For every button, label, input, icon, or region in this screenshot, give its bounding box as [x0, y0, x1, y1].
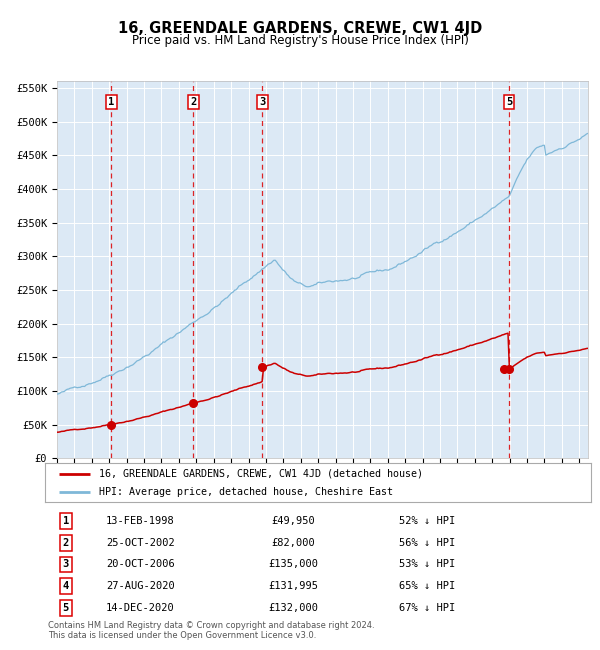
Text: Contains HM Land Registry data © Crown copyright and database right 2024.: Contains HM Land Registry data © Crown c… — [48, 621, 374, 630]
Text: 3: 3 — [259, 97, 266, 107]
Text: 53% ↓ HPI: 53% ↓ HPI — [399, 560, 455, 569]
Text: 1: 1 — [108, 97, 115, 107]
Text: 20-OCT-2006: 20-OCT-2006 — [106, 560, 175, 569]
Text: 56% ↓ HPI: 56% ↓ HPI — [399, 538, 455, 548]
Text: £131,995: £131,995 — [268, 581, 319, 591]
Text: HPI: Average price, detached house, Cheshire East: HPI: Average price, detached house, Ches… — [98, 487, 392, 497]
Text: 16, GREENDALE GARDENS, CREWE, CW1 4JD (detached house): 16, GREENDALE GARDENS, CREWE, CW1 4JD (d… — [98, 469, 422, 478]
Text: 14-DEC-2020: 14-DEC-2020 — [106, 603, 175, 613]
Text: 1: 1 — [62, 516, 69, 526]
Text: 4: 4 — [62, 581, 69, 591]
Text: 65% ↓ HPI: 65% ↓ HPI — [399, 581, 455, 591]
Text: 5: 5 — [506, 97, 512, 107]
Text: Price paid vs. HM Land Registry's House Price Index (HPI): Price paid vs. HM Land Registry's House … — [131, 34, 469, 47]
Text: 5: 5 — [62, 603, 69, 613]
Text: 16, GREENDALE GARDENS, CREWE, CW1 4JD: 16, GREENDALE GARDENS, CREWE, CW1 4JD — [118, 21, 482, 36]
Text: 27-AUG-2020: 27-AUG-2020 — [106, 581, 175, 591]
Text: £82,000: £82,000 — [272, 538, 316, 548]
Text: 3: 3 — [62, 560, 69, 569]
Text: £132,000: £132,000 — [268, 603, 319, 613]
Text: £49,950: £49,950 — [272, 516, 316, 526]
Text: 13-FEB-1998: 13-FEB-1998 — [106, 516, 175, 526]
Text: 2: 2 — [62, 538, 69, 548]
Text: This data is licensed under the Open Government Licence v3.0.: This data is licensed under the Open Gov… — [48, 630, 316, 640]
Text: 2: 2 — [190, 97, 196, 107]
Text: 67% ↓ HPI: 67% ↓ HPI — [399, 603, 455, 613]
Text: £135,000: £135,000 — [268, 560, 319, 569]
Text: 25-OCT-2002: 25-OCT-2002 — [106, 538, 175, 548]
Text: 52% ↓ HPI: 52% ↓ HPI — [399, 516, 455, 526]
